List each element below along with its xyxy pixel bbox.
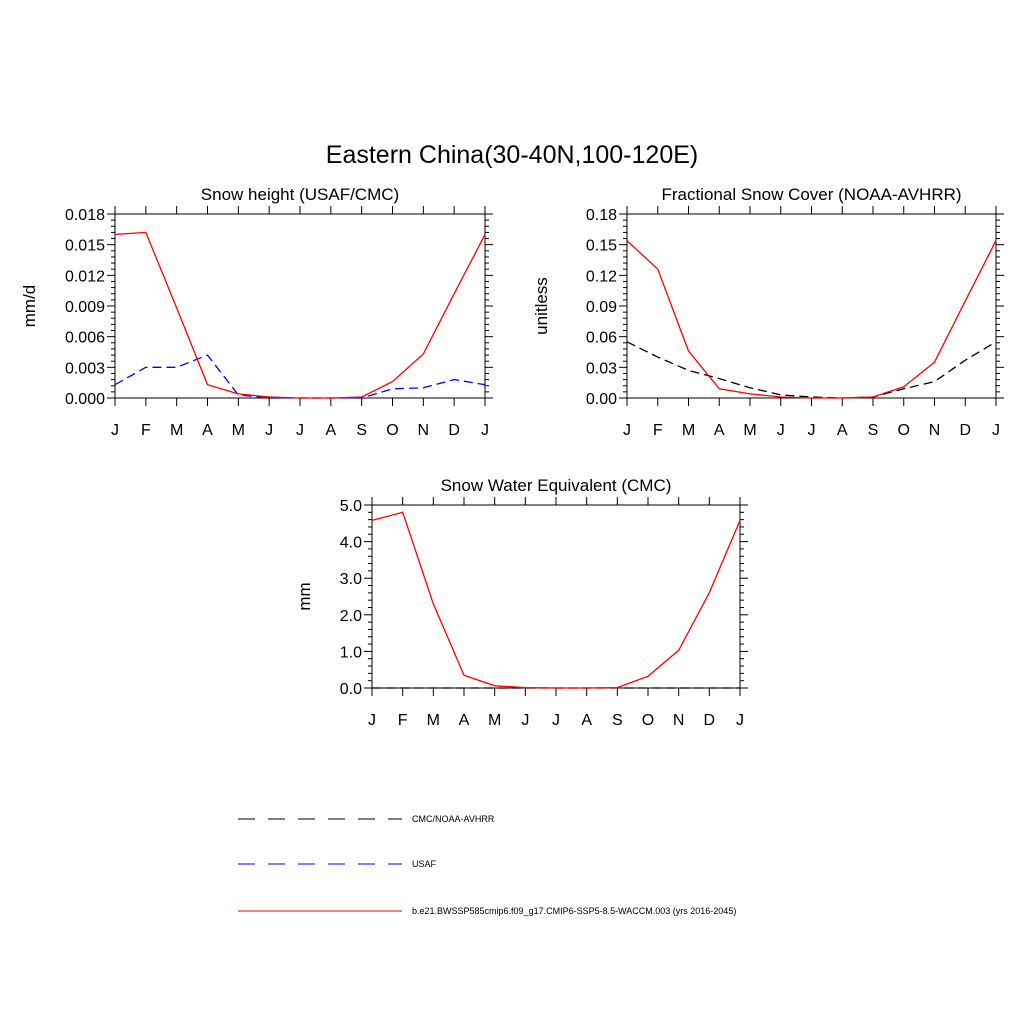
plot-frame: [626, 213, 997, 399]
y-tick-label: 0.000: [65, 391, 105, 408]
y-tick-label: 4.0: [340, 535, 362, 552]
legend-item: CMC/NOAA-AVHRR: [238, 814, 495, 824]
x-tick-label: M: [488, 712, 501, 729]
x-tick-label: F: [398, 712, 408, 729]
legend-label: b.e21.BWSSP585cmip6.f09_g17.CMIP6-SSP5-8…: [412, 906, 736, 916]
legend-label: USAF: [412, 859, 437, 869]
plot-frame: [371, 504, 741, 689]
panel-1: Snow height (USAF/CMC) J F M A M J J A S O N D J 0.000…: [20, 185, 493, 439]
panel-title: Fractional Snow Cover (NOAA-AVHRR): [661, 185, 961, 204]
x-tick-label: M: [427, 712, 440, 729]
x-tick-label: O: [386, 422, 398, 439]
y-tick-label: 0.03: [586, 360, 617, 377]
x-tick-label: M: [743, 422, 756, 439]
panel-title: Snow Water Equivalent (CMC): [441, 476, 672, 495]
x-tick-label: J: [265, 422, 273, 439]
y-tick-label: 0.018: [65, 207, 105, 224]
x-tick-label: D: [448, 422, 460, 439]
x-tick-label: A: [325, 422, 336, 439]
x-tick-label: A: [714, 422, 725, 439]
x-tick-label: A: [581, 712, 592, 729]
series-line-0: [371, 511, 741, 689]
legend-label: CMC/NOAA-AVHRR: [412, 814, 495, 824]
x-tick-label: S: [356, 422, 367, 439]
y-tick-label: 0.015: [65, 238, 105, 255]
panel-title: Snow height (USAF/CMC): [201, 185, 399, 204]
legend-item: b.e21.BWSSP585cmip6.f09_g17.CMIP6-SSP5-8…: [238, 906, 736, 916]
figure-title: Eastern China(30-40N,100-120E): [326, 141, 698, 169]
x-tick-label: S: [868, 422, 879, 439]
x-tick-label: A: [837, 422, 848, 439]
x-tick-label: A: [202, 422, 213, 439]
x-tick-label: J: [296, 422, 304, 439]
y-tick-label: 0.12: [586, 268, 617, 285]
x-tick-label: O: [898, 422, 910, 439]
y-tick-label: 1.0: [340, 644, 362, 661]
x-tick-label: J: [623, 422, 631, 439]
x-tick-label: N: [673, 712, 685, 729]
legend: CMC/NOAA-AVHRR USAF b.e21.BWSSP585cmip6.f0…: [238, 814, 736, 916]
x-tick-label: J: [552, 712, 560, 729]
y-axis-label: mm/d: [20, 285, 39, 328]
series-line-0: [626, 240, 997, 399]
x-tick-label: O: [642, 712, 654, 729]
y-axis-label: mm: [295, 582, 314, 610]
y-tick-label: 2.0: [340, 608, 362, 625]
y-tick-label: 5.0: [340, 498, 362, 515]
panels: Snow height (USAF/CMC)J F M A M J J A S O N D J0.000…: [20, 185, 1004, 729]
x-tick-label: J: [992, 422, 1000, 439]
x-tick-label: J: [777, 422, 785, 439]
y-tick-label: 0.09: [586, 299, 617, 316]
y-tick-label: 0.009: [65, 299, 105, 316]
x-tick-label: N: [418, 422, 430, 439]
x-tick-label: M: [170, 422, 183, 439]
series-line-1: [114, 354, 486, 399]
x-tick-label: D: [959, 422, 971, 439]
y-tick-label: 0.003: [65, 360, 105, 377]
x-tick-label: N: [929, 422, 941, 439]
y-axis-label: unitless: [532, 277, 551, 335]
y-tick-label: 0.00: [586, 391, 617, 408]
x-tick-label: F: [653, 422, 663, 439]
x-tick-label: J: [521, 712, 529, 729]
legend-item: USAF: [238, 859, 437, 869]
x-tick-label: J: [481, 422, 489, 439]
x-tick-label: J: [111, 422, 119, 439]
panel-2: Fractional Snow Cover (NOAA-AVHRR) J F M A M J…: [532, 185, 1004, 439]
x-tick-label: A: [459, 712, 470, 729]
y-tick-label: 0.06: [586, 330, 617, 347]
y-tick-label: 0.18: [586, 207, 617, 224]
y-tick-label: 0.0: [340, 681, 362, 698]
x-tick-label: M: [232, 422, 245, 439]
panel-3: Snow Water Equivalent (CMC) J F M A M J J A S O N D J…: [295, 476, 748, 729]
plot-frame: [114, 213, 486, 399]
y-tick-label: 3.0: [340, 571, 362, 588]
y-tick-label: 0.15: [586, 238, 617, 255]
x-tick-label: M: [682, 422, 695, 439]
x-tick-label: F: [141, 422, 151, 439]
x-tick-label: S: [612, 712, 623, 729]
y-tick-label: 0.012: [65, 268, 105, 285]
series-line-0: [114, 231, 486, 399]
x-tick-label: J: [368, 712, 376, 729]
x-tick-label: D: [704, 712, 716, 729]
x-tick-label: J: [808, 422, 816, 439]
x-tick-label: J: [736, 712, 744, 729]
y-tick-label: 0.006: [65, 330, 105, 347]
